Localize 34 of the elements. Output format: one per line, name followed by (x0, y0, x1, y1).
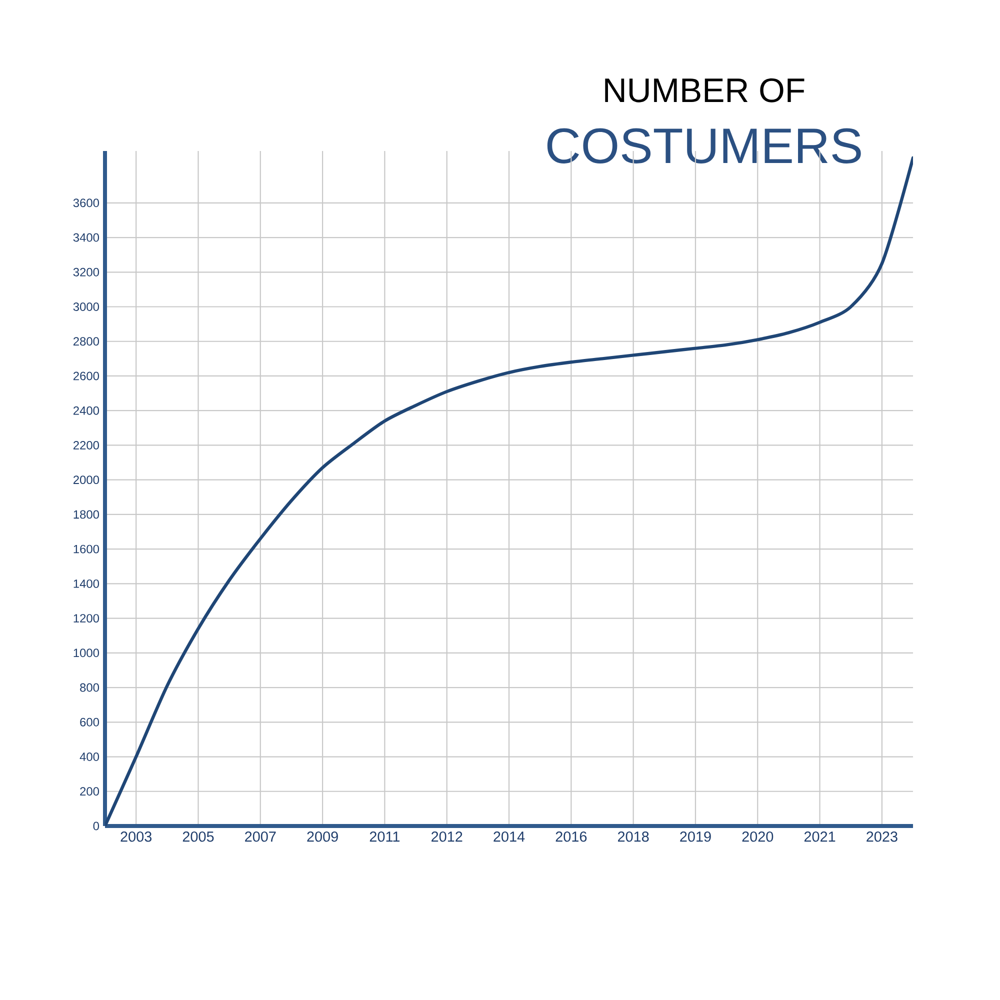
x-tick-label: 2007 (245, 832, 276, 842)
y-tick-label: 400 (80, 752, 100, 761)
y-tick-label: 1800 (74, 510, 100, 519)
y-tick-label: 3600 (73, 198, 100, 208)
x-tick-label: 2020 (742, 832, 774, 842)
y-tick-label: 2000 (73, 476, 100, 484)
y-tick-label: 1000 (74, 648, 100, 658)
x-tick-label: 2014 (494, 832, 525, 842)
x-tick-label: 2009 (307, 832, 338, 842)
y-tick-label: 2600 (73, 372, 100, 380)
y-tick-label: 2200 (73, 440, 100, 450)
x-tick-label: 2023 (866, 832, 898, 842)
y-tick-label: 3200 (73, 268, 100, 276)
y-tick-label: 200 (80, 787, 100, 796)
x-tick-label: 2012 (432, 832, 462, 842)
chart-subtitle: COSTUMERS (547, 128, 861, 164)
y-tick-label: 800 (80, 683, 100, 692)
y-tick-label: 1600 (74, 544, 100, 554)
x-tick-label: 2021 (804, 832, 836, 842)
chart-title: NUMBER OF (605, 78, 804, 102)
x-tick-label: 2011 (370, 832, 400, 842)
y-tick-label: 600 (80, 718, 100, 726)
y-tick-label: 2400 (73, 406, 100, 415)
y-tick-label: 3400 (73, 233, 100, 242)
x-tick-label: 2019 (680, 832, 711, 842)
x-tick-label: 2016 (556, 832, 587, 842)
x-tick-label: 2018 (618, 832, 649, 842)
y-tick-label: 2800 (73, 337, 100, 346)
x-tick-label: 2005 (182, 832, 214, 842)
y-tick-label: 1400 (74, 579, 100, 588)
y-tick-label: 3000 (73, 302, 100, 311)
x-tick-label: 2003 (120, 832, 152, 842)
y-tick-label: 0 (93, 822, 100, 830)
y-tick-label: 1200 (74, 614, 100, 623)
